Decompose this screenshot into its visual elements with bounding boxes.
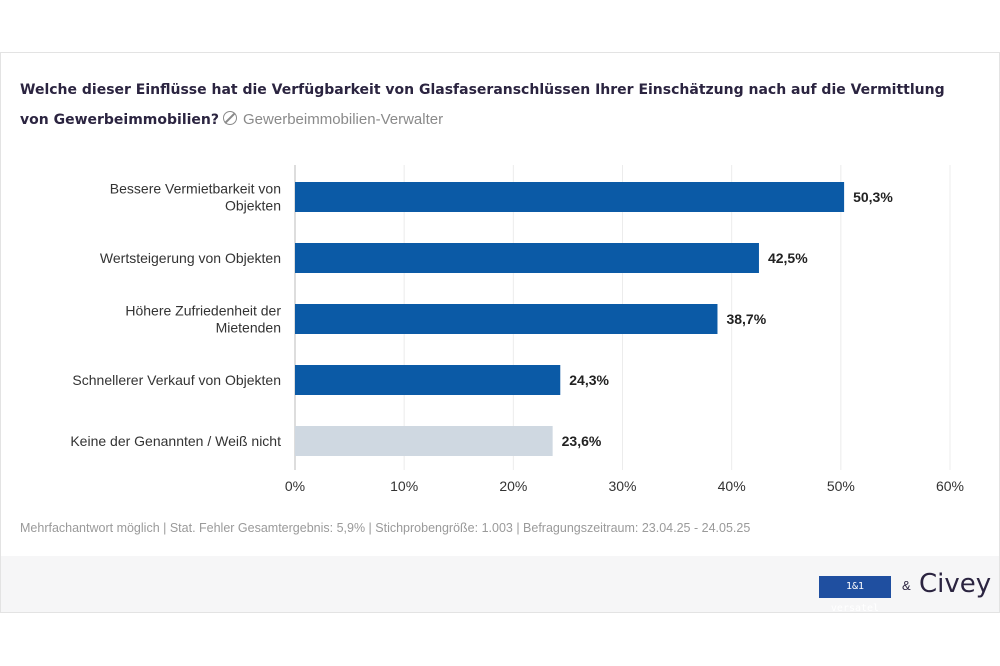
x-tick-label: 0% [285, 478, 305, 494]
chart-title: Welche dieser Einflüsse hat die Verfügba… [20, 75, 970, 135]
footer-band: 1&1 versatel & Civey [1, 556, 999, 614]
category-label: Objekten [225, 198, 281, 214]
category-label: Höhere Zufriedenheit der [125, 303, 281, 319]
category-label: Keine der Genannten / Weiß nicht [70, 433, 281, 449]
target-group-icon [223, 111, 238, 125]
subtitle: Gewerbeimmobilien-Verwalter [243, 111, 444, 128]
data-label: 42,5% [768, 250, 808, 266]
x-tick-label: 10% [390, 478, 418, 494]
data-label: 50,3% [853, 189, 893, 205]
bar [295, 426, 553, 456]
x-tick-label: 60% [936, 478, 964, 494]
category-label: Mietenden [216, 320, 281, 336]
footnote: Mehrfachantwort möglich | Stat. Fehler G… [20, 521, 751, 535]
data-label: 23,6% [562, 433, 602, 449]
title-text: Welche dieser Einflüsse hat die Verfügba… [20, 82, 945, 128]
data-label: 38,7% [726, 311, 766, 327]
bar [295, 304, 718, 334]
data-label: 24,3% [569, 372, 609, 388]
ampersand: & [902, 578, 911, 593]
chart-card: Welche dieser Einflüsse hat die Verfügba… [0, 52, 1000, 614]
category-label: Bessere Vermietbarkeit von [110, 181, 281, 197]
bar [295, 365, 561, 395]
x-tick-label: 30% [608, 478, 636, 494]
x-tick-label: 50% [827, 478, 855, 494]
category-label: Wertsteigerung von Objekten [100, 250, 281, 266]
x-tick-label: 20% [499, 478, 527, 494]
bar [295, 243, 759, 273]
x-tick-label: 40% [718, 478, 746, 494]
civey-logo: Civey [919, 569, 992, 599]
versatel-logo: 1&1 versatel [819, 576, 891, 614]
bar [295, 182, 845, 212]
category-label: Schnellerer Verkauf von Objekten [72, 372, 281, 388]
